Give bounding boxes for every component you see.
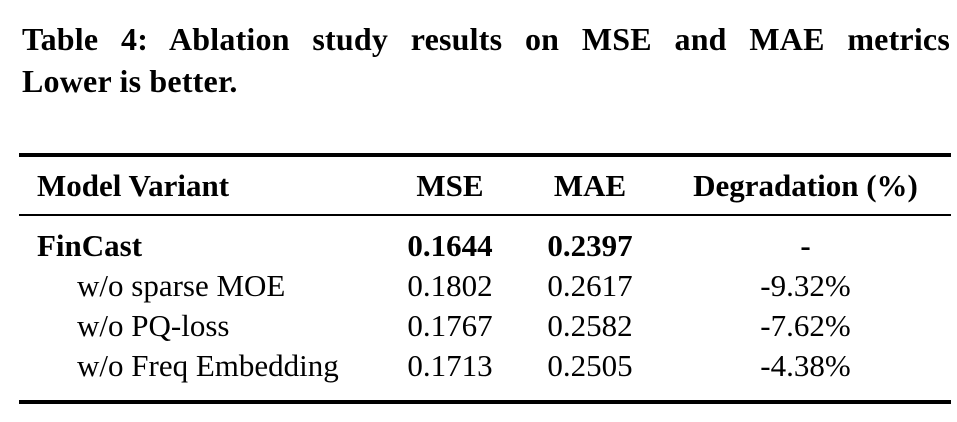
- table-row-wo-freq-embedding: w/o Freq Embedding 0.1713 0.2505 -4.38%: [19, 346, 951, 386]
- cell-mse: 0.1713: [407, 348, 493, 383]
- caption-line-1: Table 4: Ablation study results on MSE a…: [22, 21, 950, 57]
- cell-mse: 0.1802: [407, 268, 493, 303]
- cell-degradation: -4.38%: [760, 348, 851, 383]
- column-header-mse: MSE: [416, 167, 484, 203]
- table-header-row: Model Variant MSE MAE Degradation (%): [19, 157, 951, 214]
- cell-mae: 0.2617: [547, 268, 633, 303]
- cell-variant: w/o Freq Embedding: [77, 348, 339, 383]
- cell-degradation: -7.62%: [760, 308, 851, 343]
- cell-degradation: -: [800, 228, 811, 263]
- cell-variant: w/o sparse MOE: [77, 268, 286, 303]
- table-top-rule: [19, 153, 951, 157]
- table-header-rule: [19, 214, 951, 216]
- cell-mae: 0.2505: [547, 348, 633, 383]
- table-row-wo-sparse-moe: w/o sparse MOE 0.1802 0.2617 -9.32%: [19, 266, 951, 306]
- table-body: FinCast 0.1644 0.2397 - w/o sparse MOE 0…: [19, 216, 951, 400]
- column-header-model-variant: Model Variant: [37, 167, 230, 203]
- cell-mse: 0.1767: [407, 308, 493, 343]
- cell-variant: FinCast: [37, 228, 143, 263]
- table-caption: Table 4: Ablation study results on MSE a…: [22, 18, 950, 102]
- cell-variant: w/o PQ-loss: [77, 308, 230, 343]
- column-header-degradation: Degradation (%): [693, 167, 918, 203]
- cell-mae: 0.2397: [547, 228, 633, 263]
- ablation-table: Model Variant MSE MAE Degradation (%) Fi…: [19, 153, 951, 404]
- cell-mse: 0.1644: [407, 228, 493, 263]
- caption-line-2: Lower is better.: [22, 63, 238, 99]
- cell-degradation: -9.32%: [760, 268, 851, 303]
- table-bottom-rule: [19, 400, 951, 404]
- table-row-wo-pq-loss: w/o PQ-loss 0.1767 0.2582 -7.62%: [19, 306, 951, 346]
- table-row-fincast: FinCast 0.1644 0.2397 -: [19, 226, 951, 266]
- column-header-mae: MAE: [553, 167, 627, 203]
- cell-mae: 0.2582: [547, 308, 633, 343]
